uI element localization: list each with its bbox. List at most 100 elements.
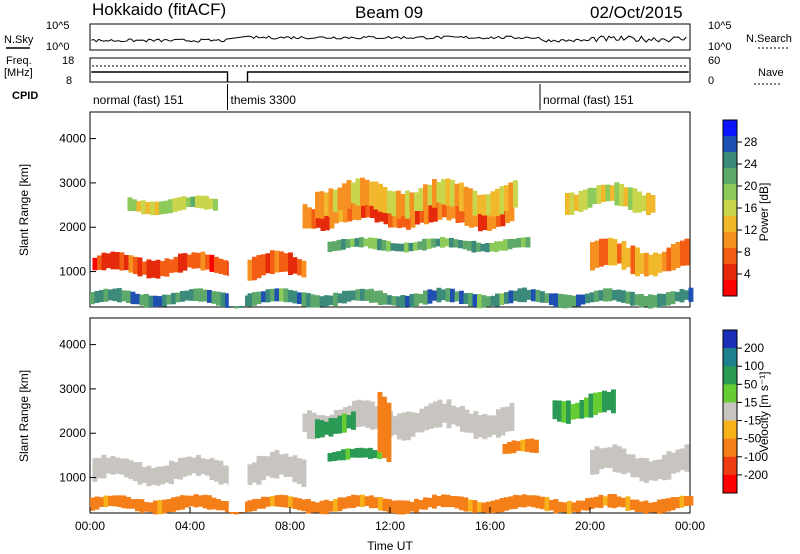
heat-cell bbox=[419, 206, 425, 223]
heat-cell bbox=[482, 208, 488, 231]
heat-cell bbox=[325, 206, 330, 231]
heat-cell bbox=[354, 238, 360, 247]
heat-cell bbox=[442, 403, 447, 423]
heat-cell bbox=[623, 187, 629, 207]
heat-cell bbox=[391, 296, 397, 306]
heat-cell bbox=[162, 294, 167, 307]
heat-cell bbox=[306, 499, 311, 514]
heat-cell bbox=[626, 454, 631, 473]
heat-cell bbox=[565, 193, 570, 215]
heat-cell bbox=[553, 293, 559, 308]
heat-cell bbox=[531, 495, 536, 508]
heat-cell bbox=[274, 449, 280, 479]
heat-cell bbox=[159, 201, 164, 215]
x-axis: 00:00 04:00 08:00 12:00 16:00 20:00 00:00 bbox=[75, 507, 705, 533]
heat-cell bbox=[482, 413, 488, 440]
heat-cell bbox=[220, 292, 226, 307]
heat-cell bbox=[617, 243, 622, 264]
heat-cell bbox=[333, 418, 338, 434]
heat-cell bbox=[351, 494, 356, 508]
heat-cell bbox=[634, 294, 640, 306]
heat-cell bbox=[297, 458, 302, 484]
heat-cell bbox=[307, 410, 312, 440]
heat-cell bbox=[473, 209, 479, 227]
heat-cell bbox=[216, 291, 221, 306]
heat-cell bbox=[641, 195, 647, 212]
heat-cell bbox=[670, 291, 676, 305]
heat-cell bbox=[361, 400, 366, 427]
power-colorbar-label: Power [dB] bbox=[757, 183, 771, 242]
heat-cell bbox=[386, 402, 392, 463]
heat-cell bbox=[553, 499, 559, 514]
heat-cell bbox=[508, 496, 514, 510]
heat-cell bbox=[345, 448, 351, 460]
heat-cell bbox=[207, 495, 212, 510]
region-evening-1300 bbox=[590, 237, 690, 277]
heat-cell bbox=[491, 207, 497, 229]
heat-cell bbox=[516, 237, 522, 248]
heat-cell bbox=[400, 295, 406, 308]
y-tick-label: 1000 bbox=[59, 471, 86, 485]
heat-cell bbox=[400, 500, 406, 515]
heat-cell bbox=[101, 252, 107, 271]
heat-cell bbox=[166, 499, 172, 513]
heat-cell bbox=[392, 209, 398, 228]
heat-cell bbox=[648, 502, 653, 513]
freq-line bbox=[91, 71, 689, 82]
heat-cell bbox=[301, 292, 307, 307]
heat-cell bbox=[360, 494, 365, 507]
heat-cell bbox=[657, 499, 662, 514]
heat-cell bbox=[187, 254, 192, 268]
heat-cell bbox=[390, 243, 396, 251]
heat-cell bbox=[214, 256, 219, 273]
data-gap bbox=[228, 113, 245, 306]
heat-cell bbox=[146, 465, 152, 487]
heat-cell bbox=[549, 499, 554, 511]
heat-cell bbox=[351, 182, 356, 204]
heat-cell bbox=[381, 240, 387, 251]
heat-cell bbox=[163, 200, 169, 214]
heat-cell bbox=[472, 190, 478, 216]
heat-cell bbox=[94, 496, 100, 510]
heat-cell bbox=[496, 409, 501, 438]
heat-cell bbox=[653, 460, 658, 481]
heat-cell bbox=[569, 192, 575, 216]
x-tick-label: 00:00 bbox=[675, 519, 705, 533]
heat-cell bbox=[223, 465, 228, 484]
heat-cell bbox=[154, 201, 160, 216]
heat-cell bbox=[468, 499, 473, 512]
heat-cell bbox=[175, 292, 181, 303]
heat-cell bbox=[459, 290, 464, 305]
heat-cell bbox=[415, 413, 420, 433]
colorbar-swatch bbox=[723, 330, 737, 349]
heat-cell bbox=[283, 253, 289, 272]
colorbar-tick-label: 28 bbox=[744, 135, 758, 149]
heat-cell bbox=[599, 238, 604, 267]
heat-cell bbox=[370, 401, 375, 430]
heat-cell bbox=[680, 448, 685, 470]
heat-cell bbox=[171, 292, 176, 305]
heat-cell bbox=[496, 206, 501, 227]
heat-cell bbox=[108, 495, 113, 506]
heat-cell bbox=[256, 498, 262, 509]
heat-cell bbox=[459, 496, 464, 511]
heat-cell bbox=[486, 296, 491, 307]
colorbar-swatch bbox=[723, 280, 737, 297]
heat-cell bbox=[644, 458, 649, 484]
heat-cell bbox=[476, 242, 481, 252]
heat-cell bbox=[247, 293, 253, 307]
heat-cell bbox=[204, 195, 209, 210]
heat-cell bbox=[302, 413, 308, 433]
heat-cell bbox=[630, 499, 635, 510]
heat-cell bbox=[171, 497, 176, 512]
cpid-strip: normal (fast) 151 themis 3300 normal (fast… bbox=[93, 84, 634, 110]
heat-cell bbox=[657, 253, 663, 273]
heat-cell bbox=[529, 438, 535, 453]
heat-cell bbox=[256, 255, 262, 279]
colorbar-tick-label: 50 bbox=[744, 377, 758, 391]
nave-label: Nave bbox=[758, 67, 784, 79]
heat-cell bbox=[155, 466, 161, 486]
heat-cell bbox=[177, 197, 182, 211]
heat-cell bbox=[265, 496, 271, 507]
x-axis-label: Time UT bbox=[367, 539, 413, 553]
